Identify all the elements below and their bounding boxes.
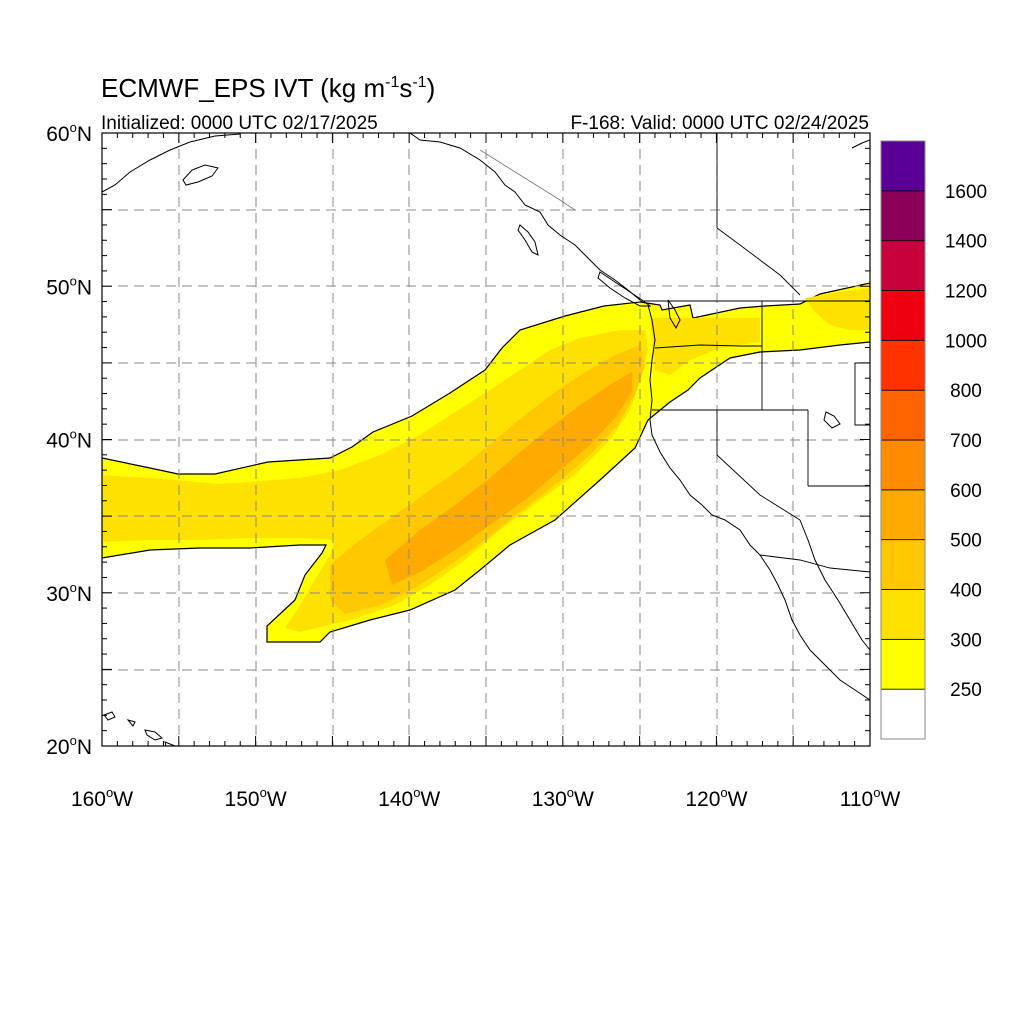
colorbar-swatch bbox=[880, 140, 926, 192]
colorbar-label: 600 bbox=[950, 481, 982, 502]
lon-label: 150oW bbox=[225, 785, 287, 811]
coastlines bbox=[102, 133, 870, 746]
wa-or-border bbox=[654, 344, 762, 349]
colorbar-label: 500 bbox=[950, 531, 982, 552]
colorbar-swatch bbox=[880, 638, 926, 690]
ivt-contour-300-east bbox=[805, 288, 870, 330]
colorbar-label: 1200 bbox=[945, 282, 987, 303]
lon-label: 160oW bbox=[71, 785, 133, 811]
lon-label: 120oW bbox=[685, 785, 747, 811]
alaska-bc-border bbox=[479, 149, 576, 211]
hawaii-island-4 bbox=[164, 741, 176, 746]
hawaii-island-3 bbox=[144, 729, 164, 741]
lon-label: 140oW bbox=[378, 785, 440, 811]
colorbar-swatch bbox=[880, 589, 926, 640]
lat-label: 30oN bbox=[46, 580, 92, 606]
colorbar-swatch bbox=[880, 489, 926, 541]
alaska-coast bbox=[102, 133, 241, 193]
great-salt-lake bbox=[823, 411, 841, 429]
colorbar-label: 400 bbox=[950, 581, 982, 602]
lat-label: 40oN bbox=[46, 427, 92, 453]
haida-gwaii bbox=[517, 224, 539, 256]
graticule bbox=[102, 133, 870, 746]
ivt-contour-500 bbox=[385, 372, 632, 585]
colorbar-frame bbox=[880, 140, 926, 740]
lat-label: 20oN bbox=[46, 733, 92, 759]
colorbar-swatch bbox=[880, 539, 926, 590]
lat-label: 50oN bbox=[46, 273, 92, 299]
colorbar-swatch bbox=[880, 290, 926, 341]
hawaii-island-1 bbox=[103, 711, 116, 721]
init-time-label: Initialized: 0000 UTC 02/17/2025 bbox=[101, 113, 378, 134]
latitude-labels: 60oN 50oN 40oN 30oN 20oN bbox=[46, 120, 92, 759]
axis-ticks bbox=[101, 132, 871, 747]
us-mexico-border bbox=[759, 554, 870, 573]
political-borders bbox=[479, 133, 870, 573]
hawaii-island-2 bbox=[126, 719, 136, 727]
figure-title: ECMWF_EPS IVT (kg m-1s-1) bbox=[101, 73, 435, 103]
colorbar-swatch bbox=[880, 339, 926, 391]
map-area bbox=[101, 132, 871, 747]
colorbar-swatch bbox=[880, 240, 926, 291]
lon-label: 110oW bbox=[840, 785, 901, 811]
ivt-contour-300-plume bbox=[102, 330, 648, 632]
california-nevada-border bbox=[716, 410, 801, 521]
colorbar-label: 800 bbox=[950, 381, 982, 402]
vancouver-island bbox=[597, 271, 652, 307]
lat-label: 60oN bbox=[46, 120, 92, 146]
longitude-labels: 160oW 150oW 140oW 130oW 120oW 110oW bbox=[71, 785, 901, 811]
colorbar-label: 1600 bbox=[945, 182, 987, 203]
colorbar-swatch bbox=[880, 688, 926, 740]
colorbar-label: 700 bbox=[950, 431, 982, 452]
colorbar-label: 250 bbox=[950, 680, 982, 701]
colorbar-label: 300 bbox=[950, 630, 982, 651]
lon-label: 130oW bbox=[532, 785, 594, 811]
west-coast-us bbox=[647, 304, 870, 701]
bc-alberta-border bbox=[716, 227, 801, 296]
colorbar-swatch bbox=[880, 389, 926, 441]
valid-time-label: F-168: Valid: 0000 UTC 02/24/2025 bbox=[570, 113, 869, 134]
hudson-bay-edge bbox=[851, 139, 870, 149]
colorbar-label: 1000 bbox=[945, 331, 987, 352]
ivt-contour-300-coast bbox=[650, 318, 760, 375]
gulf-of-california bbox=[799, 519, 870, 651]
colorbar-swatch bbox=[880, 439, 926, 491]
gulf-of-alaska-coast bbox=[409, 133, 641, 301]
colorbar-label: 1400 bbox=[945, 232, 987, 253]
kodiak-island bbox=[182, 164, 219, 186]
puget-sound bbox=[667, 299, 681, 330]
colorbar-swatch bbox=[880, 190, 926, 242]
colorbar: 250 300 400 500 600 700 800 1000 1200 1400 1600 bbox=[880, 140, 987, 740]
